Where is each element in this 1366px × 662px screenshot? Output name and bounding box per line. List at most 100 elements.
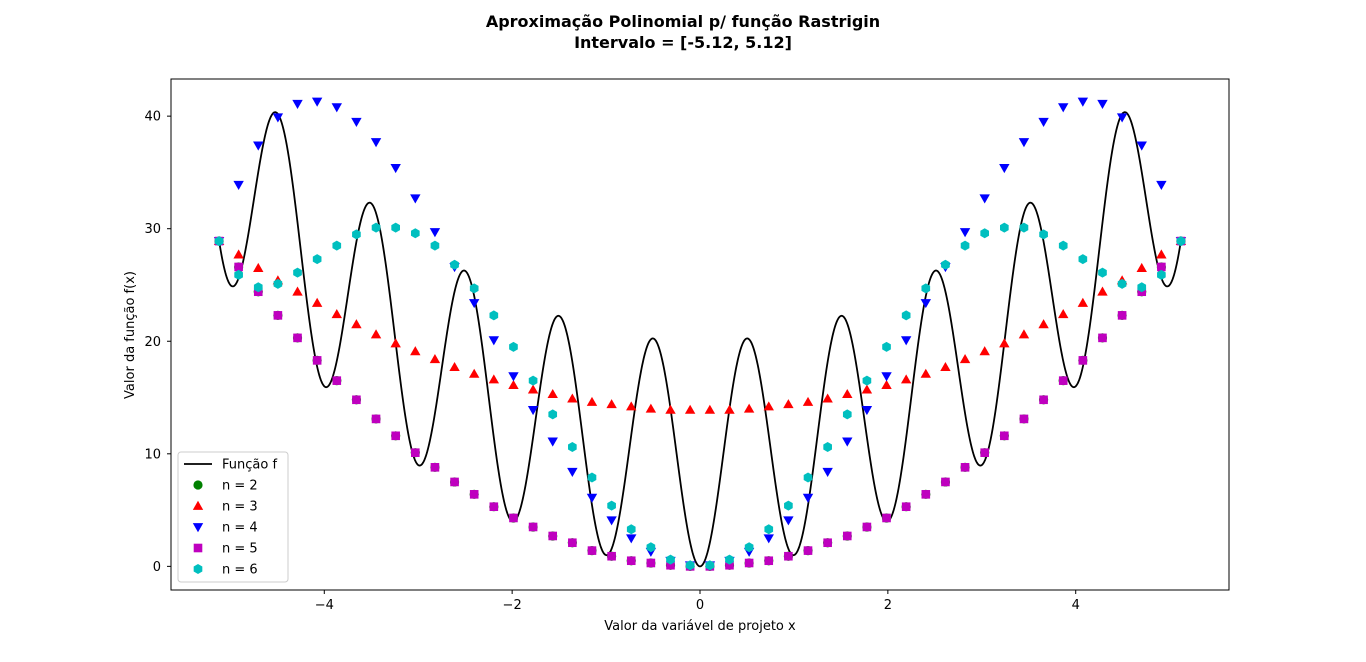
- data-point: [411, 448, 420, 457]
- data-point: [273, 311, 283, 320]
- data-point: [351, 319, 362, 329]
- data-point: [980, 448, 989, 457]
- data-point: [646, 542, 656, 553]
- data-point: [1136, 141, 1147, 151]
- data-point: [725, 560, 734, 570]
- data-point: [391, 222, 400, 233]
- data-point: [1018, 329, 1030, 339]
- function-f-line: [218, 111, 1182, 568]
- data-point: [489, 310, 499, 321]
- data-point: [1098, 333, 1107, 343]
- y-axis-label: Valor da função f(x): [123, 271, 138, 399]
- data-point: [234, 269, 243, 280]
- data-point: [548, 531, 558, 541]
- data-point: [802, 493, 814, 503]
- data-point: [941, 259, 950, 270]
- data-point: [724, 404, 735, 414]
- data-point: [312, 254, 322, 265]
- legend-marker: [193, 543, 203, 553]
- data-point: [1078, 356, 1088, 365]
- data-point: [1019, 414, 1029, 424]
- data-point: [685, 560, 695, 571]
- data-point: [527, 406, 539, 416]
- data-point: [940, 361, 951, 372]
- data-point: [469, 490, 479, 499]
- data-point: [901, 310, 911, 321]
- data-point: [921, 283, 931, 294]
- data-point: [822, 467, 833, 478]
- data-point: [959, 354, 971, 364]
- data-point: [784, 551, 793, 561]
- data-point: [586, 493, 598, 503]
- data-point: [626, 556, 636, 566]
- y-tick-label: 20: [144, 335, 161, 350]
- data-point: [371, 222, 381, 233]
- legend-item: n = 2: [193, 479, 258, 494]
- data-point: [803, 546, 813, 555]
- legend-box: [177, 451, 289, 583]
- data-point: [253, 141, 264, 151]
- data-point: [488, 374, 500, 384]
- data-point: [527, 384, 539, 394]
- data-point: [842, 409, 852, 420]
- data-point: [1039, 395, 1048, 405]
- data-point: [960, 463, 970, 472]
- data-point: [626, 401, 637, 411]
- data-point: [410, 228, 420, 239]
- legend-item: n = 4: [192, 521, 258, 536]
- data-point: [449, 361, 460, 372]
- data-point: [234, 262, 243, 272]
- data-point: [764, 556, 774, 566]
- data-point: [331, 309, 342, 319]
- legend-item: n = 6: [193, 563, 258, 578]
- data-point: [331, 103, 342, 113]
- data-point: [508, 372, 519, 382]
- legend-item: n = 5: [193, 542, 258, 557]
- series-5: [214, 236, 1186, 571]
- data-point: [783, 399, 794, 409]
- data-point: [882, 513, 891, 523]
- x-tick-label: 2: [884, 598, 892, 613]
- data-point: [1058, 309, 1069, 319]
- data-point: [311, 97, 323, 107]
- data-point: [1077, 297, 1089, 307]
- data-point: [744, 558, 754, 568]
- chart-title-line1: Aproximação Polinomial p/ função Rastrig…: [486, 12, 880, 31]
- data-point: [920, 368, 932, 378]
- legend-marker: [193, 564, 203, 574]
- data-point: [391, 431, 400, 441]
- data-point: [1157, 262, 1166, 272]
- legend-marker: [192, 523, 204, 533]
- data-point: [508, 379, 519, 390]
- data-point: [921, 490, 931, 499]
- data-point: [861, 406, 873, 416]
- data-point: [822, 393, 833, 403]
- data-point: [607, 551, 616, 561]
- x-tick-label: −2: [503, 598, 522, 613]
- y-tick-label: 10: [144, 447, 161, 462]
- legend-label: n = 3: [222, 500, 258, 515]
- data-point: [548, 409, 558, 420]
- data-point: [763, 401, 774, 411]
- data-point: [352, 229, 361, 240]
- data-point: [823, 538, 832, 548]
- data-point: [1157, 269, 1166, 280]
- data-point: [293, 333, 302, 343]
- data-point: [567, 393, 578, 403]
- data-point: [1116, 113, 1128, 123]
- data-point: [764, 524, 774, 535]
- data-point: [410, 346, 421, 356]
- data-point: [1097, 99, 1108, 109]
- data-point: [450, 477, 459, 487]
- data-point: [1137, 282, 1147, 293]
- data-point: [646, 558, 656, 568]
- data-point: [1176, 236, 1186, 247]
- data-point: [607, 500, 616, 511]
- legend-label: n = 4: [222, 521, 258, 536]
- data-point: [960, 240, 970, 251]
- data-point: [429, 354, 441, 364]
- data-point: [645, 403, 657, 413]
- data-point: [979, 194, 990, 204]
- data-point: [352, 395, 361, 405]
